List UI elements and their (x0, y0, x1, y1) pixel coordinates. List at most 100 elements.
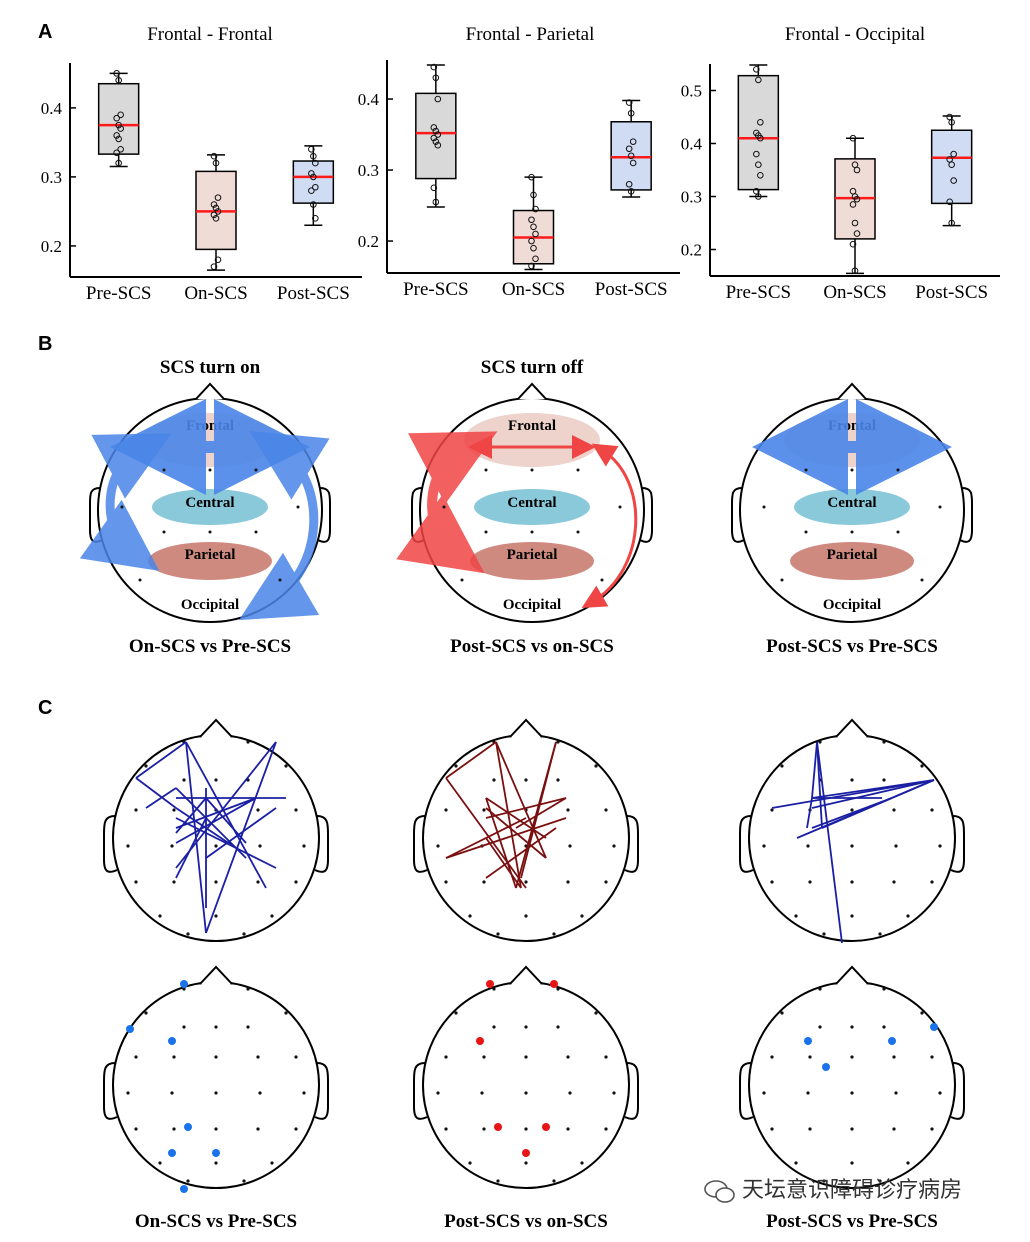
significant-electrode (212, 1149, 220, 1157)
data-point (117, 125, 124, 132)
data-point (430, 124, 438, 131)
data-point (214, 194, 222, 201)
electrode (524, 914, 528, 918)
electrode (808, 1127, 812, 1131)
panel-a-letter: A (38, 21, 52, 43)
electrode (780, 764, 784, 768)
c-label-2: Post-SCS vs on-SCS (444, 1211, 608, 1232)
electrodes (442, 468, 622, 582)
data-point (113, 70, 120, 77)
significant-electrode (184, 1123, 192, 1131)
category-label: On-SCS (823, 282, 886, 303)
connection-line (205, 797, 247, 844)
significant-electrode (168, 1037, 176, 1045)
electrode (214, 1025, 218, 1029)
box-Pre-SCS (737, 64, 780, 200)
electrode (294, 880, 298, 884)
y-tick-label: 0.3 (681, 188, 702, 207)
central-region (794, 489, 910, 525)
electrode (920, 1011, 924, 1015)
electrode (770, 1055, 774, 1059)
electrode (492, 987, 496, 991)
y-tick-label: 0.4 (41, 99, 63, 118)
significant-electrode (822, 1063, 830, 1071)
electrode (158, 1161, 162, 1165)
data-point (210, 263, 218, 270)
frontal-occipital-arrow (581, 443, 638, 609)
head-outline (112, 981, 320, 1189)
left-ear (413, 1062, 428, 1120)
right-ear (314, 815, 329, 873)
connection-line (816, 741, 843, 944)
nose (835, 965, 869, 985)
electrode (850, 1055, 854, 1059)
electrode (214, 844, 218, 848)
electrode (892, 880, 896, 884)
electrode (524, 1161, 528, 1165)
electrode (878, 1179, 882, 1183)
significant-nodes-3 (739, 965, 965, 1189)
electrode (808, 880, 812, 884)
connection-line (515, 797, 567, 829)
electrode (524, 1025, 528, 1029)
connection-line (445, 777, 527, 889)
box-Post-SCS (610, 99, 652, 198)
data-point (532, 255, 539, 263)
data-point (532, 230, 539, 238)
electrode (214, 1161, 218, 1165)
data-point (113, 114, 120, 122)
data-point (849, 134, 857, 142)
connection-line (485, 827, 557, 879)
connection-line (495, 741, 547, 859)
data-point (853, 195, 861, 203)
boxplot-2: Frontal - Parietal 0.2 0.3 0.4 Pre-SCS On-SCS… (358, 24, 680, 300)
left-ear (103, 815, 118, 873)
electrode (930, 880, 934, 884)
box (292, 160, 335, 204)
electrode (604, 880, 608, 884)
data-point (532, 205, 539, 213)
electrode (172, 808, 176, 812)
electrode (806, 1091, 810, 1095)
electrode (556, 1025, 560, 1029)
data-point (308, 170, 315, 177)
electrode (938, 844, 942, 848)
data-point (212, 204, 220, 212)
electrode (850, 1127, 854, 1131)
electrode (172, 1127, 176, 1131)
electrode (524, 880, 528, 884)
data-point (755, 193, 762, 200)
category-label: Post-SCS (915, 282, 988, 303)
category-label: On-SCS (184, 283, 247, 304)
nose (509, 965, 543, 985)
b-label-2: Post-SCS vs on-SCS (450, 636, 614, 657)
electrode (126, 844, 130, 848)
electrode (850, 1091, 854, 1095)
y-tick-label: 0.2 (681, 241, 702, 260)
right-ear (950, 815, 965, 873)
electrode (882, 987, 886, 991)
data-point (210, 152, 218, 160)
parietal-region (470, 542, 594, 580)
chart-title: Frontal - Occipital (785, 24, 925, 45)
electrodes (762, 468, 942, 582)
electrode (444, 1055, 448, 1059)
significant-electrode (476, 1037, 484, 1045)
electrode (892, 808, 896, 812)
electrode (246, 740, 250, 744)
data-point (308, 145, 315, 153)
frontal-label: Frontal (828, 418, 876, 434)
electrode (920, 764, 924, 768)
data-point (530, 191, 537, 199)
electrode (770, 880, 774, 884)
data-point (627, 109, 635, 117)
connection-line (175, 817, 207, 879)
data-point (117, 145, 124, 153)
right-ear (950, 1062, 965, 1120)
connection-line (175, 797, 207, 834)
significant-electrode (180, 1185, 188, 1193)
y-tick-label: 0.4 (358, 90, 380, 109)
data-point (312, 183, 319, 191)
data-point (210, 211, 218, 219)
significant-electrode (494, 1123, 502, 1131)
